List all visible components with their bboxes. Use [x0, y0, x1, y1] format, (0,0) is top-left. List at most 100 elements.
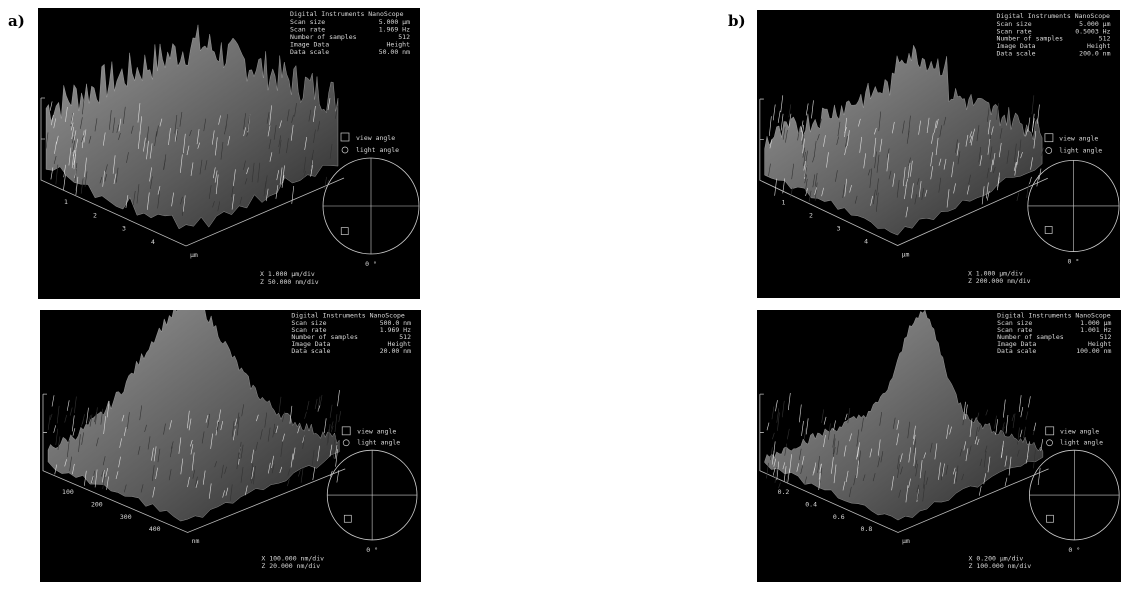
dial-cross — [1029, 450, 1119, 540]
surface-texture — [1037, 104, 1039, 123]
surface-texture — [806, 418, 808, 434]
axis-tick-label: 2 — [809, 211, 813, 219]
surface-texture — [986, 410, 988, 416]
dial-angle: 0 ° — [366, 546, 378, 554]
surface-texture — [1032, 95, 1034, 114]
axis-tick-label: 3 — [122, 225, 126, 233]
info-value: 50.00 nm — [379, 48, 410, 56]
axis-tick-label: 4 — [151, 238, 155, 246]
panel-label: b) — [728, 12, 746, 30]
surface-texture — [74, 397, 76, 414]
header: Digital Instruments NanoScope — [996, 12, 1110, 20]
afm-image: Digital Instruments NanoScopeScan size1.… — [757, 310, 1121, 582]
scale-text: X 1.000 µm/div — [968, 269, 1023, 277]
surface-texture — [86, 408, 88, 424]
surface-texture — [802, 421, 804, 436]
surface-texture — [279, 397, 281, 413]
surface-texture — [292, 186, 294, 204]
surface-texture — [1027, 184, 1029, 198]
axis-tick-label: 3 — [837, 224, 841, 232]
surface-texture — [1026, 412, 1028, 420]
scale-text: Z 200.000 nm/div — [968, 277, 1031, 285]
light-angle: light angle — [1059, 147, 1102, 155]
axis-tick-label: 1 — [781, 198, 785, 206]
surface-texture — [775, 467, 777, 483]
light-icon — [343, 440, 349, 446]
surface-texture — [73, 428, 75, 436]
axis-tick-label: 2 — [93, 211, 97, 219]
header: Digital Instruments NanoScope — [290, 10, 404, 18]
surface-texture — [996, 419, 998, 434]
surface-texture — [806, 103, 808, 115]
surface-texture — [979, 486, 981, 496]
view-icon — [342, 427, 350, 435]
surface-texture — [325, 177, 327, 189]
light-icon — [342, 147, 348, 153]
info-value: 20.00 nm — [380, 347, 411, 355]
surface-texture — [772, 407, 774, 420]
axis-tick — [41, 98, 45, 139]
surface-texture — [1005, 478, 1007, 486]
info-key: Data scale — [290, 48, 329, 56]
afm-image: Digital Instruments NanoScopeScan size5.… — [757, 10, 1120, 298]
surface-texture — [1034, 423, 1036, 431]
surface-texture — [1012, 414, 1014, 421]
surface-texture — [50, 101, 52, 110]
axis-tick-label: 0.8 — [861, 525, 873, 533]
axis-unit: µm — [902, 537, 910, 545]
surface-texture — [324, 418, 326, 433]
info-key: Data scale — [291, 347, 330, 355]
dial-angle: 0 ° — [1068, 546, 1080, 554]
surface-texture — [65, 415, 67, 423]
surface-texture — [769, 116, 771, 136]
dial-angle: 0 ° — [1068, 258, 1080, 266]
surface-texture — [287, 479, 289, 487]
view-icon — [341, 133, 349, 141]
axis-tick-label: 1 — [64, 198, 68, 206]
axis-unit: µm — [902, 250, 910, 258]
view-angle: view angle — [1059, 135, 1098, 143]
axis-tick-label: 300 — [120, 513, 132, 521]
surface-texture — [1038, 468, 1040, 485]
surface-texture — [1019, 395, 1021, 412]
surface-texture — [977, 413, 979, 421]
axis-tick-label: 0.2 — [778, 488, 790, 496]
surface-texture — [337, 390, 339, 406]
surface-texture — [50, 414, 52, 420]
surface-texture — [70, 408, 72, 416]
surface-texture — [1032, 114, 1034, 133]
surface-texture — [1020, 430, 1022, 438]
surface-texture — [1029, 177, 1031, 184]
dial-cross — [323, 158, 419, 254]
surface-texture — [301, 468, 303, 483]
view-marker — [344, 515, 351, 522]
light-icon — [1046, 148, 1052, 154]
axis-unit: nm — [192, 537, 200, 545]
surface-texture — [72, 415, 74, 431]
surface-texture — [772, 433, 774, 439]
info-value: 200.0 nm — [1079, 50, 1110, 58]
surface-texture — [305, 412, 307, 419]
axis-tick — [43, 394, 47, 432]
surface-texture — [52, 395, 54, 406]
view-marker — [1046, 515, 1053, 522]
info-key: Data scale — [996, 50, 1035, 58]
surface-texture — [57, 406, 59, 424]
surface-texture — [330, 405, 332, 418]
figure: {"labels": ["a)", "b)"], "panels": [ {"h… — [0, 0, 1128, 593]
surface-texture — [811, 100, 813, 118]
view-marker — [1045, 226, 1052, 233]
axis-tick-label: 4 — [864, 237, 868, 245]
afm-image: Digital Instruments NanoScopeScan size5.… — [38, 8, 420, 299]
surface-texture — [307, 401, 309, 410]
surface-texture — [313, 467, 315, 480]
surface-texture — [1028, 118, 1030, 133]
surface-texture — [320, 395, 322, 406]
surface-texture — [1017, 193, 1019, 201]
view-icon — [1046, 427, 1054, 435]
surface-texture — [298, 470, 300, 477]
surface-texture — [824, 417, 826, 425]
surface-texture — [339, 411, 341, 422]
axis-tick — [760, 394, 764, 432]
view-marker — [341, 228, 348, 235]
